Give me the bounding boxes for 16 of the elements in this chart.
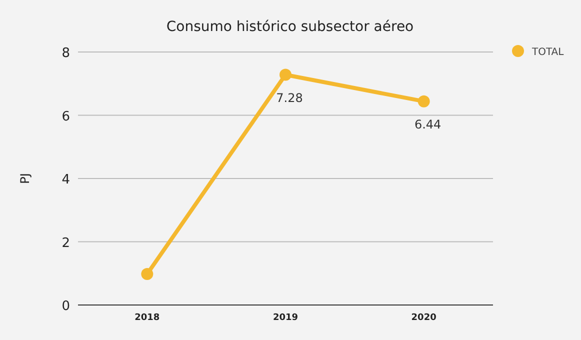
- y-tick-label: 8: [62, 46, 70, 61]
- data-label: 7.28: [276, 90, 303, 105]
- point: [280, 68, 292, 81]
- y-tick-label: 0: [62, 299, 70, 314]
- x-tick-label: 2018: [134, 313, 160, 323]
- y-axis-title: PJ: [18, 173, 32, 184]
- data-label: 6.44: [414, 117, 442, 132]
- x-tick-label: 2019: [272, 313, 298, 323]
- point: [418, 95, 430, 108]
- point: [141, 268, 154, 280]
- legend-label: TOTAL: [531, 47, 564, 58]
- y-tick-label: 4: [62, 172, 70, 188]
- chart-title: Consumo histórico subsector aéreo: [166, 19, 414, 35]
- x-tick-label: 2020: [411, 313, 436, 323]
- y-tick-label: 6: [62, 109, 70, 124]
- y-tick-label: 2: [62, 236, 70, 251]
